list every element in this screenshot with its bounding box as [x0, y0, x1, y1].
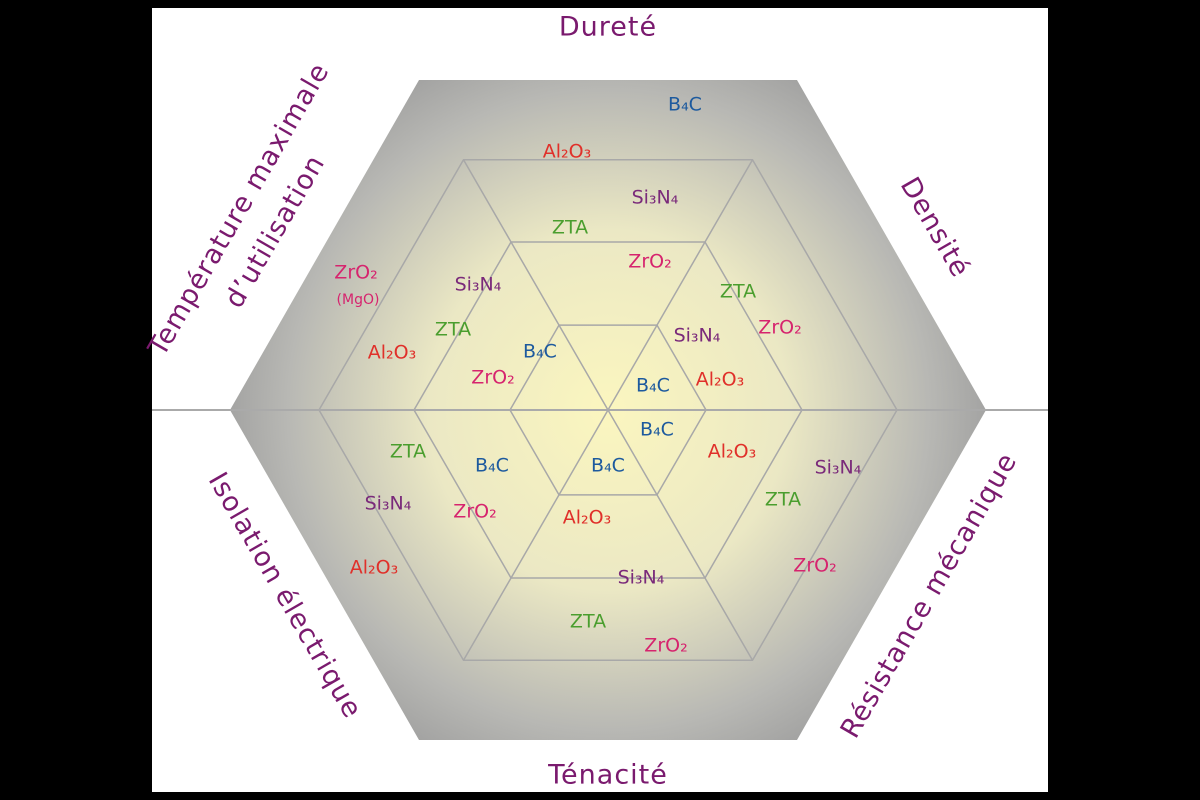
material: Si₃N₄ — [455, 274, 502, 296]
sector-top-left: ZrO₂ (MgO) Si₃N₄ ZTA Al₂O₃ B₄C ZrO₂ — [334, 262, 557, 389]
material: Si₃N₄ — [632, 187, 679, 209]
material: B₄C — [636, 375, 670, 397]
material: Al₂O₃ — [708, 441, 756, 463]
axis-label: Ténacité — [547, 760, 668, 791]
material: Al₂O₃ — [368, 342, 416, 364]
material: B₄C — [523, 341, 557, 363]
sector-top: B₄C Al₂O₃ Si₃N₄ ZTA ZrO₂ — [543, 94, 702, 273]
material: Al₂O₃ — [543, 141, 591, 163]
material: ZrO₂ — [628, 251, 671, 273]
material: ZTA — [720, 281, 756, 303]
material: ZrO₂ — [644, 635, 687, 657]
material: Al₂O₃ — [350, 557, 398, 579]
material: ZTA — [552, 217, 588, 239]
material: B₄C — [475, 455, 509, 477]
material: ZTA — [570, 611, 606, 633]
material: ZrO₂ — [334, 262, 377, 284]
material: Si₃N₄ — [815, 457, 862, 479]
material: B₄C — [591, 455, 625, 477]
material: Al₂O₃ — [696, 369, 744, 391]
material: ZTA — [435, 319, 471, 341]
material: ZrO₂ — [793, 555, 836, 577]
material: Si₃N₄ — [365, 493, 412, 515]
material: Al₂O₃ — [563, 507, 611, 529]
sector-bottom-left: ZTA B₄C Si₃N₄ ZrO₂ Al₂O₃ — [350, 441, 509, 579]
material: Si₃N₄ — [618, 567, 665, 589]
material-note: (MgO) — [337, 292, 380, 308]
material: B₄C — [640, 419, 674, 441]
material: B₄C — [668, 94, 702, 116]
sector-bottom-right: B₄C Al₂O₃ Si₃N₄ ZTA ZrO₂ — [640, 419, 862, 577]
sector-bottom: B₄C Al₂O₃ Si₃N₄ ZTA ZrO₂ — [563, 455, 688, 657]
material: ZrO₂ — [471, 367, 514, 389]
axis-label: Dureté — [559, 12, 657, 43]
material: ZTA — [765, 489, 801, 511]
material: ZrO₂ — [453, 501, 496, 523]
sector-top-right: ZTA ZrO₂ Si₃N₄ Al₂O₃ B₄C — [636, 281, 802, 397]
material: ZTA — [390, 441, 426, 463]
material: Si₃N₄ — [674, 325, 721, 347]
material: ZrO₂ — [758, 317, 801, 339]
